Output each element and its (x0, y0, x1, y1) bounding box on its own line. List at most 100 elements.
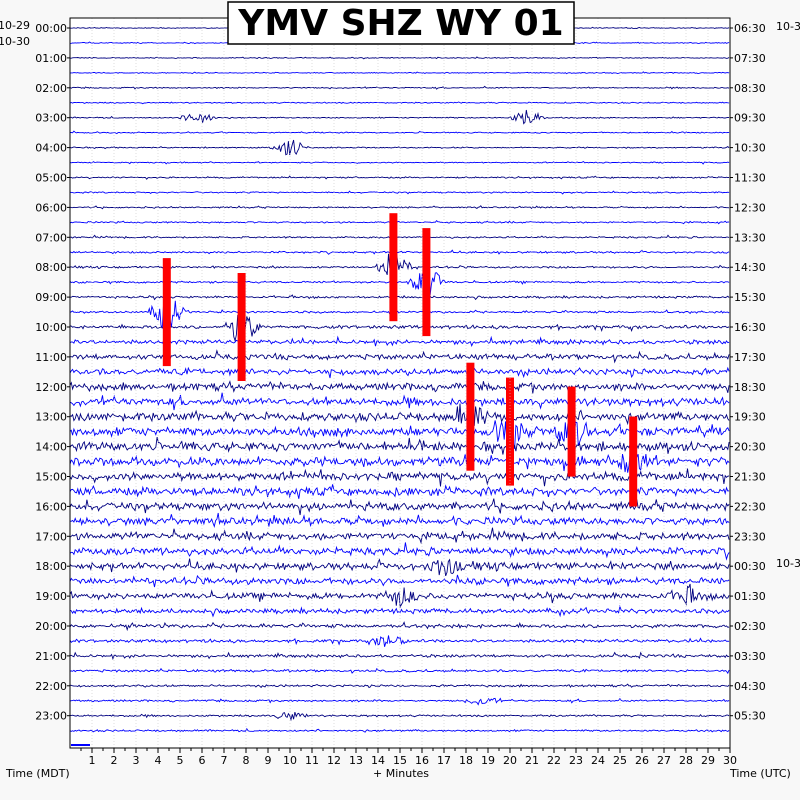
seismic-trace (69, 314, 730, 343)
seismic-trace (69, 85, 730, 90)
axis-group: 00:00 01:00 02:00 03:00 04:00 05:00 06:00 07:00… (35, 17, 766, 767)
x-tick-label: 25 (613, 754, 627, 767)
right-hour-label: 10:30 (734, 142, 766, 155)
right-hour-label: 09:30 (734, 112, 766, 125)
seismic-trace (69, 190, 730, 195)
left-header-date-prev: 10-29 (0, 19, 30, 32)
seismic-trace (69, 71, 730, 75)
left-hour-label: 23:00 (35, 710, 67, 723)
left-hour-label: 19:00 (35, 590, 67, 603)
seismic-trace (69, 249, 730, 279)
x-tick-label: 19 (481, 754, 495, 767)
left-hour-label: 15:00 (35, 471, 67, 484)
right-hour-label: 08:30 (734, 82, 766, 95)
left-header-date: 10-30 (0, 35, 30, 48)
seismic-trace (69, 109, 730, 125)
x-tick-label: 18 (459, 754, 473, 767)
seismic-trace (69, 583, 730, 609)
seismic-trace (69, 101, 730, 105)
seismic-trace (69, 300, 730, 333)
x-tick-label: 14 (371, 754, 385, 767)
seismic-trace (69, 394, 730, 439)
right-hour-label: 22:30 (734, 500, 766, 513)
x-tick-label: 3 (133, 754, 140, 767)
seismic-trace (69, 56, 730, 60)
x-tick-label: 2 (111, 754, 118, 767)
right-hour-label: 16:30 (734, 321, 766, 334)
seismic-trace (69, 436, 730, 455)
seismic-trace (69, 484, 730, 499)
left-hour-label: 05:00 (35, 172, 67, 185)
right-hour-label: 14:30 (734, 261, 766, 274)
x-tick-label: 28 (679, 754, 693, 767)
right-axis-label: Time (UTC) (729, 767, 791, 780)
left-hour-label: 10:00 (35, 321, 67, 334)
right-hour-label: 07:30 (734, 52, 766, 65)
x-tick-label: 8 (243, 754, 250, 767)
seismic-trace (69, 512, 730, 528)
seismic-trace (69, 139, 730, 156)
right-header-date: 10-30 (776, 20, 800, 33)
x-tick-label: 11 (305, 754, 319, 767)
seismic-trace (69, 418, 730, 452)
seismic-trace (69, 294, 730, 301)
seismic-trace (69, 220, 730, 225)
x-tick-label: 5 (177, 754, 184, 767)
clipped-signal-marker (422, 228, 431, 337)
seismic-trace (69, 727, 730, 733)
title-box: YMV SHZ WY 01 (227, 1, 575, 45)
x-tick-label: 22 (547, 754, 561, 767)
clipped-signal-marker (506, 377, 514, 486)
left-hour-label: 20:00 (35, 620, 67, 633)
right-hour-label: 04:30 (734, 680, 766, 693)
right-hour-label: 13:30 (734, 231, 766, 244)
seismic-trace (69, 392, 730, 411)
seismic-trace (69, 380, 730, 394)
right-hour-label: 03:30 (734, 650, 766, 663)
right-hour-label: 06:30 (734, 22, 766, 35)
right-hour-label: 11:30 (734, 172, 766, 185)
left-hour-label: 13:00 (35, 411, 67, 424)
seismic-trace (69, 635, 730, 647)
x-tick-label: 10 (283, 754, 297, 767)
clipped-signal-marker (567, 386, 576, 477)
chart-title: YMV SHZ WY 01 (237, 3, 563, 44)
seismic-trace (69, 349, 730, 364)
left-hour-label: 16:00 (35, 500, 67, 513)
left-hour-label: 01:00 (35, 52, 67, 65)
seismic-trace (69, 366, 730, 379)
x-tick-label: 20 (503, 754, 517, 767)
left-hour-label: 07:00 (35, 231, 67, 244)
right-hour-label: 00:30 (734, 560, 766, 573)
left-hour-label: 08:00 (35, 261, 67, 274)
right-hour-label: 17:30 (734, 351, 766, 364)
left-axis-label: Time (MDT) (5, 767, 70, 780)
x-tick-label: 13 (349, 754, 363, 767)
right-hour-label: 21:30 (734, 471, 766, 484)
seismic-trace (69, 205, 730, 210)
seismic-trace (69, 498, 730, 516)
seismic-trace (69, 447, 730, 473)
seismic-trace (69, 621, 730, 632)
left-hour-label: 06:00 (35, 201, 67, 214)
x-tick-label: 29 (701, 754, 715, 767)
left-hour-label: 11:00 (35, 351, 67, 364)
x-tick-label: 12 (327, 754, 341, 767)
x-tick-label: 17 (437, 754, 451, 767)
left-hour-label: 18:00 (35, 560, 67, 573)
left-hour-label: 12:00 (35, 381, 67, 394)
clipped-signal-marker (466, 362, 475, 471)
clipped-signal-marker (237, 273, 246, 381)
right-mid-date: 10-31 (776, 557, 800, 570)
seismic-trace (69, 558, 730, 577)
x-tick-label: 6 (199, 754, 206, 767)
seismic-trace (69, 468, 730, 487)
seismic-trace (69, 542, 730, 561)
x-tick-label: 23 (569, 754, 583, 767)
left-hour-label: 09:00 (35, 291, 67, 304)
x-tick-label: 26 (635, 754, 649, 767)
seismic-trace (69, 175, 730, 180)
right-hour-label: 20:30 (734, 441, 766, 454)
right-hour-label: 19:30 (734, 411, 766, 424)
